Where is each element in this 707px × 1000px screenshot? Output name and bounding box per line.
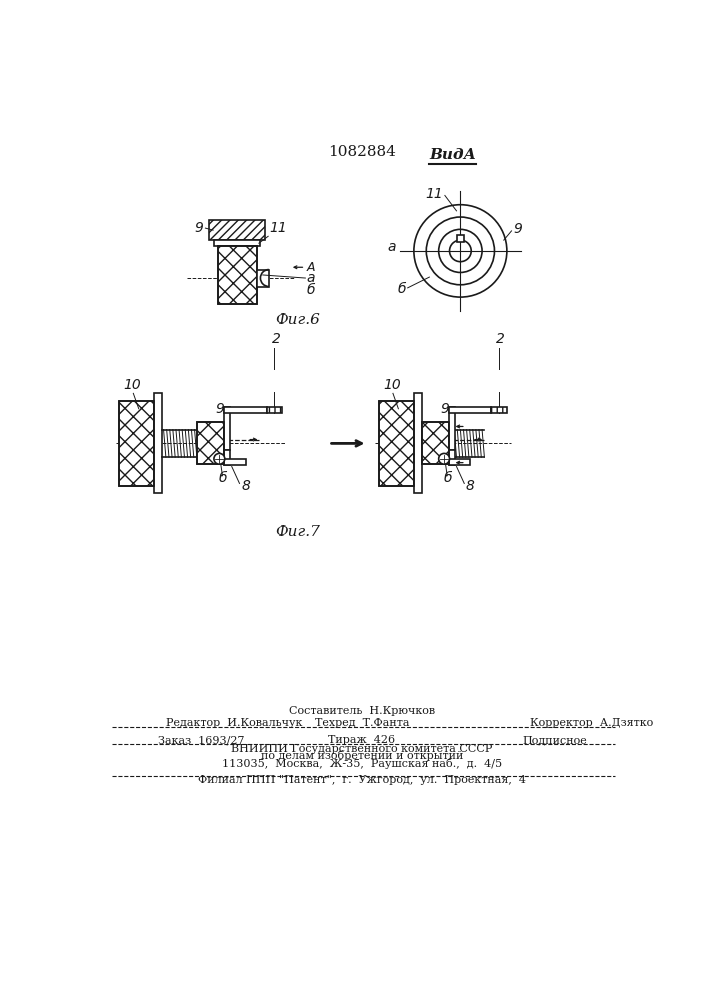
Bar: [224, 407, 230, 450]
Bar: [449, 450, 455, 465]
Text: Корректор  А.Дзятко: Корректор А.Дзятко: [530, 718, 653, 728]
Bar: [257, 270, 269, 287]
Bar: [449, 407, 455, 450]
Text: ВНИИПИ Государственного комитета СССР: ВНИИПИ Государственного комитета СССР: [231, 744, 493, 754]
Text: б: б: [444, 471, 452, 485]
Text: 10: 10: [123, 378, 141, 392]
Bar: [421, 422, 449, 464]
Text: 8: 8: [241, 479, 250, 493]
Bar: [209, 220, 265, 240]
Text: 9: 9: [216, 402, 225, 416]
Bar: [218, 246, 257, 304]
Text: Подписное: Подписное: [522, 735, 587, 745]
Text: а: а: [307, 271, 315, 285]
Text: по делам изобретений и открытий: по делам изобретений и открытий: [261, 750, 463, 761]
Text: ВидА: ВидА: [429, 148, 476, 162]
Text: 2: 2: [271, 332, 281, 346]
Text: Фиг.6: Фиг.6: [275, 313, 320, 327]
Bar: [119, 401, 154, 486]
Bar: [218, 246, 257, 304]
Bar: [267, 407, 282, 413]
Bar: [154, 393, 162, 493]
Bar: [119, 401, 154, 486]
Bar: [421, 422, 449, 464]
Text: 113035,  Москва,  Ж-35,  Раушская наб.,  д.  4/5: 113035, Москва, Ж-35, Раушская наб., д. …: [222, 758, 502, 769]
Bar: [449, 407, 491, 413]
Text: Фиг.7: Фиг.7: [275, 525, 320, 539]
Text: 11: 11: [426, 187, 443, 201]
Text: 8: 8: [466, 479, 474, 493]
Bar: [224, 450, 230, 465]
Text: Филиал ППП "Патент",  г.  Ужгород,  ул.  Проектная,  4: Филиал ППП "Патент", г. Ужгород, ул. Про…: [198, 775, 526, 785]
Text: а: а: [387, 240, 396, 254]
Text: 1082884: 1082884: [328, 145, 396, 159]
Text: 11: 11: [270, 222, 288, 235]
Text: A: A: [307, 261, 315, 274]
Text: Редактор  И.Ковальчук: Редактор И.Ковальчук: [166, 718, 303, 728]
Text: б: б: [397, 282, 406, 296]
Bar: [491, 407, 507, 413]
Text: б: б: [219, 471, 228, 485]
Bar: [224, 407, 267, 413]
Bar: [197, 422, 224, 464]
Text: 9: 9: [513, 222, 522, 236]
Text: Заказ  1693/27: Заказ 1693/27: [158, 735, 245, 745]
Bar: [457, 235, 464, 242]
Bar: [449, 459, 470, 465]
Circle shape: [214, 453, 225, 464]
Text: 9: 9: [194, 221, 203, 235]
Text: 10: 10: [383, 378, 401, 392]
Circle shape: [438, 453, 450, 464]
Bar: [379, 401, 414, 486]
Text: Техред  Т.Фанта: Техред Т.Фанта: [315, 718, 409, 728]
Bar: [224, 459, 246, 465]
Bar: [197, 422, 224, 464]
Bar: [379, 401, 414, 486]
Bar: [414, 393, 421, 493]
Bar: [214, 240, 260, 246]
Text: Тираж  426: Тираж 426: [328, 735, 395, 745]
Text: 9: 9: [440, 402, 450, 416]
Text: б: б: [307, 283, 315, 297]
Text: 2: 2: [496, 332, 505, 346]
Text: Составитель  Н.Крючков: Составитель Н.Крючков: [289, 706, 435, 716]
